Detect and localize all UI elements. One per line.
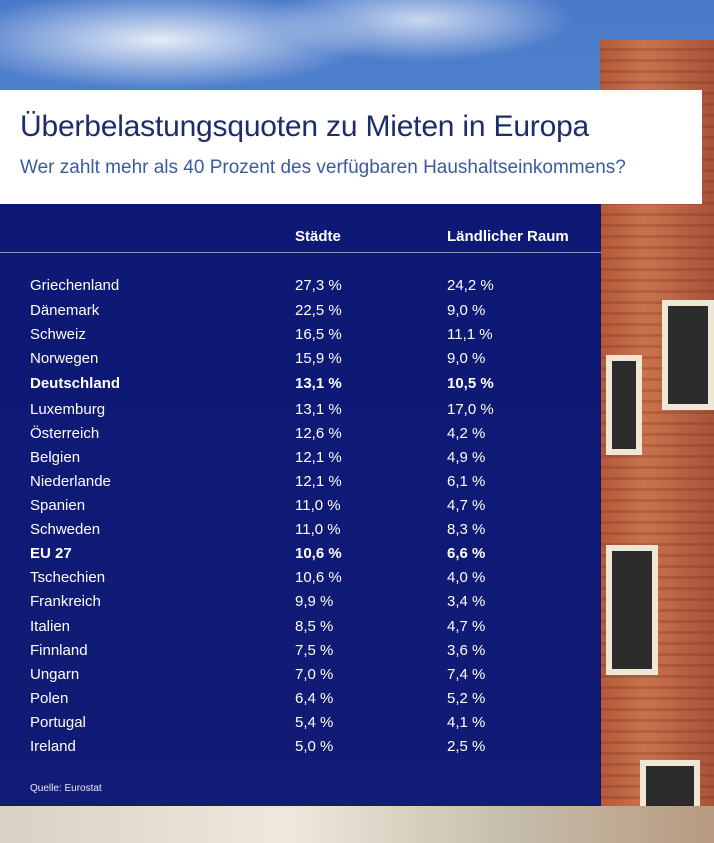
header-box: Überbelastungsquoten zu Mieten in Europa… bbox=[0, 90, 702, 204]
cell-cities-value: 7,5 % bbox=[295, 642, 334, 659]
cell-cities-value: 13,1 % bbox=[295, 401, 342, 418]
cell-cities-value: 9,9 % bbox=[295, 593, 334, 610]
table-row: Belgien 12,1 % 4,9 % bbox=[0, 446, 601, 470]
cell-country: Österreich bbox=[30, 425, 100, 442]
cell-rural-value: 9,0 % bbox=[447, 350, 486, 367]
cell-cities-value: 12,1 % bbox=[295, 449, 342, 466]
cell-country: Ungarn bbox=[30, 666, 80, 683]
cell-rural-value: 6,1 % bbox=[447, 473, 486, 490]
header-divider bbox=[0, 252, 601, 253]
column-header-cities: Städte bbox=[295, 228, 341, 245]
cell-rural-value: 5,2 % bbox=[447, 690, 486, 707]
table-row: Portugal 5,4 % 4,1 % bbox=[0, 711, 601, 735]
cell-country: Norwegen bbox=[30, 350, 99, 367]
cell-cities-value: 10,6 % bbox=[295, 569, 342, 586]
cell-country: Schweden bbox=[30, 521, 101, 538]
cell-rural-value: 3,6 % bbox=[447, 642, 486, 659]
cell-country: Griechenland bbox=[30, 277, 120, 294]
cell-rural-value: 4,9 % bbox=[447, 449, 486, 466]
cell-cities-value: 27,3 % bbox=[295, 277, 342, 294]
cell-cities-value: 10,6 % bbox=[295, 545, 342, 562]
background-window bbox=[606, 355, 642, 455]
cell-cities-value: 13,1 % bbox=[295, 375, 342, 392]
data-table-panel: Städte Ländlicher Raum Griechenland 27,3 … bbox=[0, 204, 601, 806]
cell-rural-value: 4,2 % bbox=[447, 425, 486, 442]
cell-rural-value: 7,4 % bbox=[447, 666, 486, 683]
cell-cities-value: 8,5 % bbox=[295, 618, 334, 635]
page-title: Überbelastungsquoten zu Mieten in Europa bbox=[20, 110, 590, 143]
cell-country: Portugal bbox=[30, 714, 86, 731]
cell-rural-value: 11,1 % bbox=[447, 326, 493, 343]
cell-country: Spanien bbox=[30, 497, 86, 514]
cell-rural-value: 24,2 % bbox=[447, 277, 494, 294]
cell-cities-value: 7,0 % bbox=[295, 666, 334, 683]
cell-country: Italien bbox=[30, 618, 71, 635]
source-note: Quelle: Eurostat bbox=[30, 783, 102, 794]
table-row: Schweiz 16,5 % 11,1 % bbox=[0, 323, 601, 347]
cell-cities-value: 16,5 % bbox=[295, 326, 342, 343]
table-row: Dänemark 22,5 % 9,0 % bbox=[0, 299, 601, 323]
cell-country: Ireland bbox=[30, 738, 76, 755]
table-row: Spanien 11,0 % 4,7 % bbox=[0, 494, 601, 518]
table-row: Österreich 12,6 % 4,2 % bbox=[0, 422, 601, 446]
cell-country: Dänemark bbox=[30, 302, 100, 319]
table-row: Finnland 7,5 % 3,6 % bbox=[0, 639, 601, 663]
cell-country: Polen bbox=[30, 690, 69, 707]
table-row: Luxemburg 13,1 % 17,0 % bbox=[0, 398, 601, 422]
cell-rural-value: 17,0 % bbox=[447, 401, 494, 418]
column-header-rural: Ländlicher Raum bbox=[447, 228, 569, 245]
cell-country: Frankreich bbox=[30, 593, 101, 610]
cell-rural-value: 4,0 % bbox=[447, 569, 486, 586]
table-row: Tschechien 10,6 % 4,0 % bbox=[0, 566, 601, 590]
table-row: Deutschland 13,1 % 10,5 % bbox=[0, 372, 601, 396]
cell-cities-value: 22,5 % bbox=[295, 302, 342, 319]
table-row: EU 27 10,6 % 6,6 % bbox=[0, 542, 601, 566]
table-row: Ungarn 7,0 % 7,4 % bbox=[0, 663, 601, 687]
cell-country: Finnland bbox=[30, 642, 88, 659]
cell-country: Schweiz bbox=[30, 326, 86, 343]
table-row: Frankreich 9,9 % 3,4 % bbox=[0, 590, 601, 614]
table-row: Polen 6,4 % 5,2 % bbox=[0, 687, 601, 711]
cell-country: Niederlande bbox=[30, 473, 111, 490]
cell-cities-value: 15,9 % bbox=[295, 350, 342, 367]
cell-rural-value: 9,0 % bbox=[447, 302, 486, 319]
cell-country: Belgien bbox=[30, 449, 81, 466]
table-row: Italien 8,5 % 4,7 % bbox=[0, 615, 601, 639]
cell-rural-value: 4,7 % bbox=[447, 497, 486, 514]
cell-country: EU 27 bbox=[30, 545, 72, 562]
cell-cities-value: 11,0 % bbox=[295, 521, 341, 538]
cell-rural-value: 4,7 % bbox=[447, 618, 486, 635]
table-row: Schweden 11,0 % 8,3 % bbox=[0, 518, 601, 542]
cell-rural-value: 6,6 % bbox=[447, 545, 486, 562]
table-row: Ireland 5,0 % 2,5 % bbox=[0, 735, 601, 759]
table-row: Griechenland 27,3 % 24,2 % bbox=[0, 274, 601, 298]
table-row: Norwegen 15,9 % 9,0 % bbox=[0, 347, 601, 371]
cell-cities-value: 5,0 % bbox=[295, 738, 334, 755]
table-row: Niederlande 12,1 % 6,1 % bbox=[0, 470, 601, 494]
cell-country: Tschechien bbox=[30, 569, 106, 586]
cell-country: Luxemburg bbox=[30, 401, 106, 418]
background-window bbox=[662, 300, 714, 410]
cell-cities-value: 12,1 % bbox=[295, 473, 342, 490]
cell-rural-value: 3,4 % bbox=[447, 593, 486, 610]
cell-cities-value: 6,4 % bbox=[295, 690, 334, 707]
cell-cities-value: 11,0 % bbox=[295, 497, 341, 514]
cell-country: Deutschland bbox=[30, 375, 121, 392]
page-subtitle: Wer zahlt mehr als 40 Prozent des verfüg… bbox=[20, 157, 626, 178]
cell-rural-value: 8,3 % bbox=[447, 521, 486, 538]
cell-rural-value: 10,5 % bbox=[447, 375, 494, 392]
cell-cities-value: 5,4 % bbox=[295, 714, 334, 731]
background-window bbox=[606, 545, 658, 675]
background-photo-street bbox=[0, 806, 714, 843]
cell-rural-value: 4,1 % bbox=[447, 714, 486, 731]
cell-cities-value: 12,6 % bbox=[295, 425, 342, 442]
cell-rural-value: 2,5 % bbox=[447, 738, 486, 755]
